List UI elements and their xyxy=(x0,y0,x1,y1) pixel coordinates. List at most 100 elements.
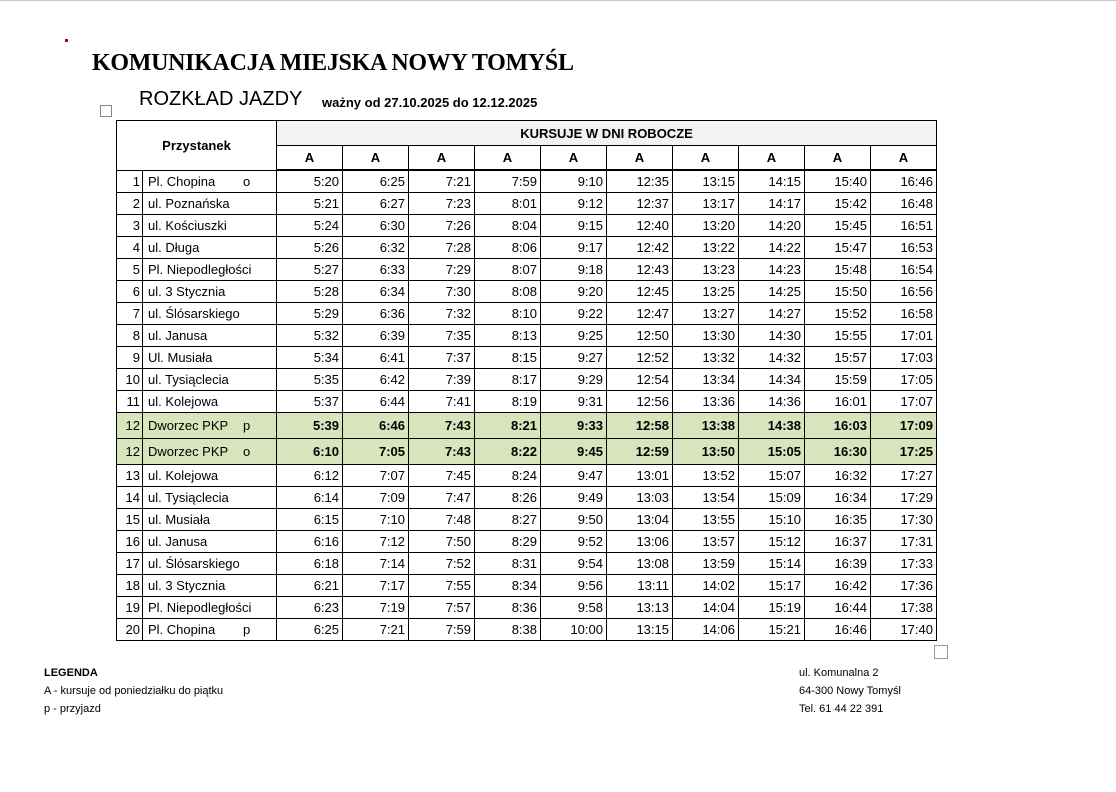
departure-time: 16:48 xyxy=(870,192,937,215)
stop-number: 1 xyxy=(116,169,143,193)
departure-time: 6:18 xyxy=(276,552,343,575)
stop-cell: ul. Janusa xyxy=(142,530,277,553)
departure-time: 6:30 xyxy=(342,214,409,237)
legend-title: LEGENDA xyxy=(44,667,98,679)
stop-name: ul. Ślósarskiego xyxy=(148,306,240,321)
column-header: A xyxy=(606,145,673,171)
departure-time: 15:40 xyxy=(804,169,871,193)
departure-time: 17:33 xyxy=(870,552,937,575)
departure-time: 9:31 xyxy=(540,390,607,413)
departure-time: 16:58 xyxy=(870,302,937,325)
departure-time: 9:56 xyxy=(540,574,607,597)
departure-time: 13:57 xyxy=(672,530,739,553)
row: 12 Dworzec PKP o 6:10 7:05 7:43 8:22 9:45 12:59 1… xyxy=(116,438,937,465)
departure-time: 9:10 xyxy=(540,169,607,193)
stop-header: Przystanek xyxy=(116,120,277,171)
departure-time: 16:03 xyxy=(804,412,871,439)
departure-time: 7:50 xyxy=(408,530,475,553)
stop-name: ul. 3 Stycznia xyxy=(148,284,226,299)
departure-time: 8:10 xyxy=(474,302,541,325)
departure-time: 14:23 xyxy=(738,258,805,281)
departure-time: 6:33 xyxy=(342,258,409,281)
departure-time: 15:55 xyxy=(804,324,871,347)
departure-time: 13:59 xyxy=(672,552,739,575)
departure-time: 17:36 xyxy=(870,574,937,597)
departure-time: 7:47 xyxy=(408,486,475,509)
departure-time: 8:36 xyxy=(474,596,541,619)
departure-time: 6:25 xyxy=(276,618,343,641)
row: 16 ul. Janusa 6:16 7:12 7:50 8:29 9:52 13:06 13:… xyxy=(116,530,937,553)
departure-time: 13:17 xyxy=(672,192,739,215)
departure-time: 6:14 xyxy=(276,486,343,509)
departure-time: 7:21 xyxy=(342,618,409,641)
departure-time: 7:05 xyxy=(342,438,409,465)
departure-time: 14:32 xyxy=(738,346,805,369)
departure-time: 5:34 xyxy=(276,346,343,369)
departure-time: 7:41 xyxy=(408,390,475,413)
departure-time: 7:52 xyxy=(408,552,475,575)
departure-time: 5:21 xyxy=(276,192,343,215)
departure-time: 7:43 xyxy=(408,412,475,439)
departure-time: 14:30 xyxy=(738,324,805,347)
departure-time: 9:54 xyxy=(540,552,607,575)
stop-flag: o xyxy=(243,173,251,189)
column-header: A xyxy=(870,145,937,171)
departure-time: 12:47 xyxy=(606,302,673,325)
departure-time: 15:07 xyxy=(738,464,805,487)
departure-time: 16:39 xyxy=(804,552,871,575)
departure-time: 14:06 xyxy=(672,618,739,641)
departure-time: 14:38 xyxy=(738,412,805,439)
departure-time: 13:34 xyxy=(672,368,739,391)
row: 2 ul. Poznańska 5:21 6:27 7:23 8:01 9:12 12:37 1… xyxy=(116,192,937,215)
address-line: 64-300 Nowy Tomyśl xyxy=(799,685,901,697)
departure-time: 13:52 xyxy=(672,464,739,487)
departure-time: 7:29 xyxy=(408,258,475,281)
stop-cell: ul. 3 Stycznia xyxy=(142,574,277,597)
departure-time: 17:27 xyxy=(870,464,937,487)
departure-time: 14:17 xyxy=(738,192,805,215)
departure-time: 13:32 xyxy=(672,346,739,369)
stop-name: ul. Poznańska xyxy=(148,196,230,211)
row: 14 ul. Tysiąclecia 6:14 7:09 7:47 8:26 9:49 13:… xyxy=(116,486,937,509)
stop-flag: p xyxy=(243,622,251,637)
departure-time: 7:59 xyxy=(474,169,541,193)
stop-cell: ul. Janusa xyxy=(142,324,277,347)
departure-time: 5:27 xyxy=(276,258,343,281)
departure-time: 7:28 xyxy=(408,236,475,259)
row: 15 ul. Musiała 6:15 7:10 7:48 8:27 9:50 13:04 13… xyxy=(116,508,937,531)
stop-number: 15 xyxy=(116,508,143,531)
row: 3 ul. Kościuszki 5:24 6:30 7:26 8:04 9:15 12:40… xyxy=(116,214,937,237)
row: 6 ul. 3 Stycznia 5:28 6:34 7:30 8:08 9:20 12:45… xyxy=(116,280,937,303)
departure-time: 8:07 xyxy=(474,258,541,281)
departure-time: 15:12 xyxy=(738,530,805,553)
departure-time: 7:09 xyxy=(342,486,409,509)
departure-time: 10:00 xyxy=(540,618,607,641)
departure-time: 16:54 xyxy=(870,258,937,281)
departure-time: 5:37 xyxy=(276,390,343,413)
stop-cell: Ul. Musiała xyxy=(142,346,277,369)
departure-time: 12:35 xyxy=(606,169,673,193)
departure-time: 9:18 xyxy=(540,258,607,281)
departure-time: 8:15 xyxy=(474,346,541,369)
stop-cell: ul. Ślósarskiego xyxy=(142,302,277,325)
stop-name: ul. Tysiąclecia xyxy=(148,372,229,387)
departure-time: 16:30 xyxy=(804,438,871,465)
validity: ważny od 27.10.2025 do 12.12.2025 xyxy=(322,95,538,110)
move-handle xyxy=(100,105,112,117)
column-header: A xyxy=(474,145,541,171)
departure-time: 6:41 xyxy=(342,346,409,369)
departure-time: 16:34 xyxy=(804,486,871,509)
departure-time: 12:40 xyxy=(606,214,673,237)
stop-cell: ul. 3 Stycznia xyxy=(142,280,277,303)
departure-time: 15:10 xyxy=(738,508,805,531)
row: 7 ul. Ślósarskiego 5:29 6:36 7:32 8:10 9:22 12:… xyxy=(116,302,937,325)
departure-time: 8:17 xyxy=(474,368,541,391)
departure-time: 14:34 xyxy=(738,368,805,391)
departure-time: 6:25 xyxy=(342,169,409,193)
stop-number: 6 xyxy=(116,280,143,303)
departure-time: 15:09 xyxy=(738,486,805,509)
departure-time: 13:01 xyxy=(606,464,673,487)
legend-item: A - kursuje od poniedziałku do piątku xyxy=(44,685,224,697)
departure-time: 17:03 xyxy=(870,346,937,369)
